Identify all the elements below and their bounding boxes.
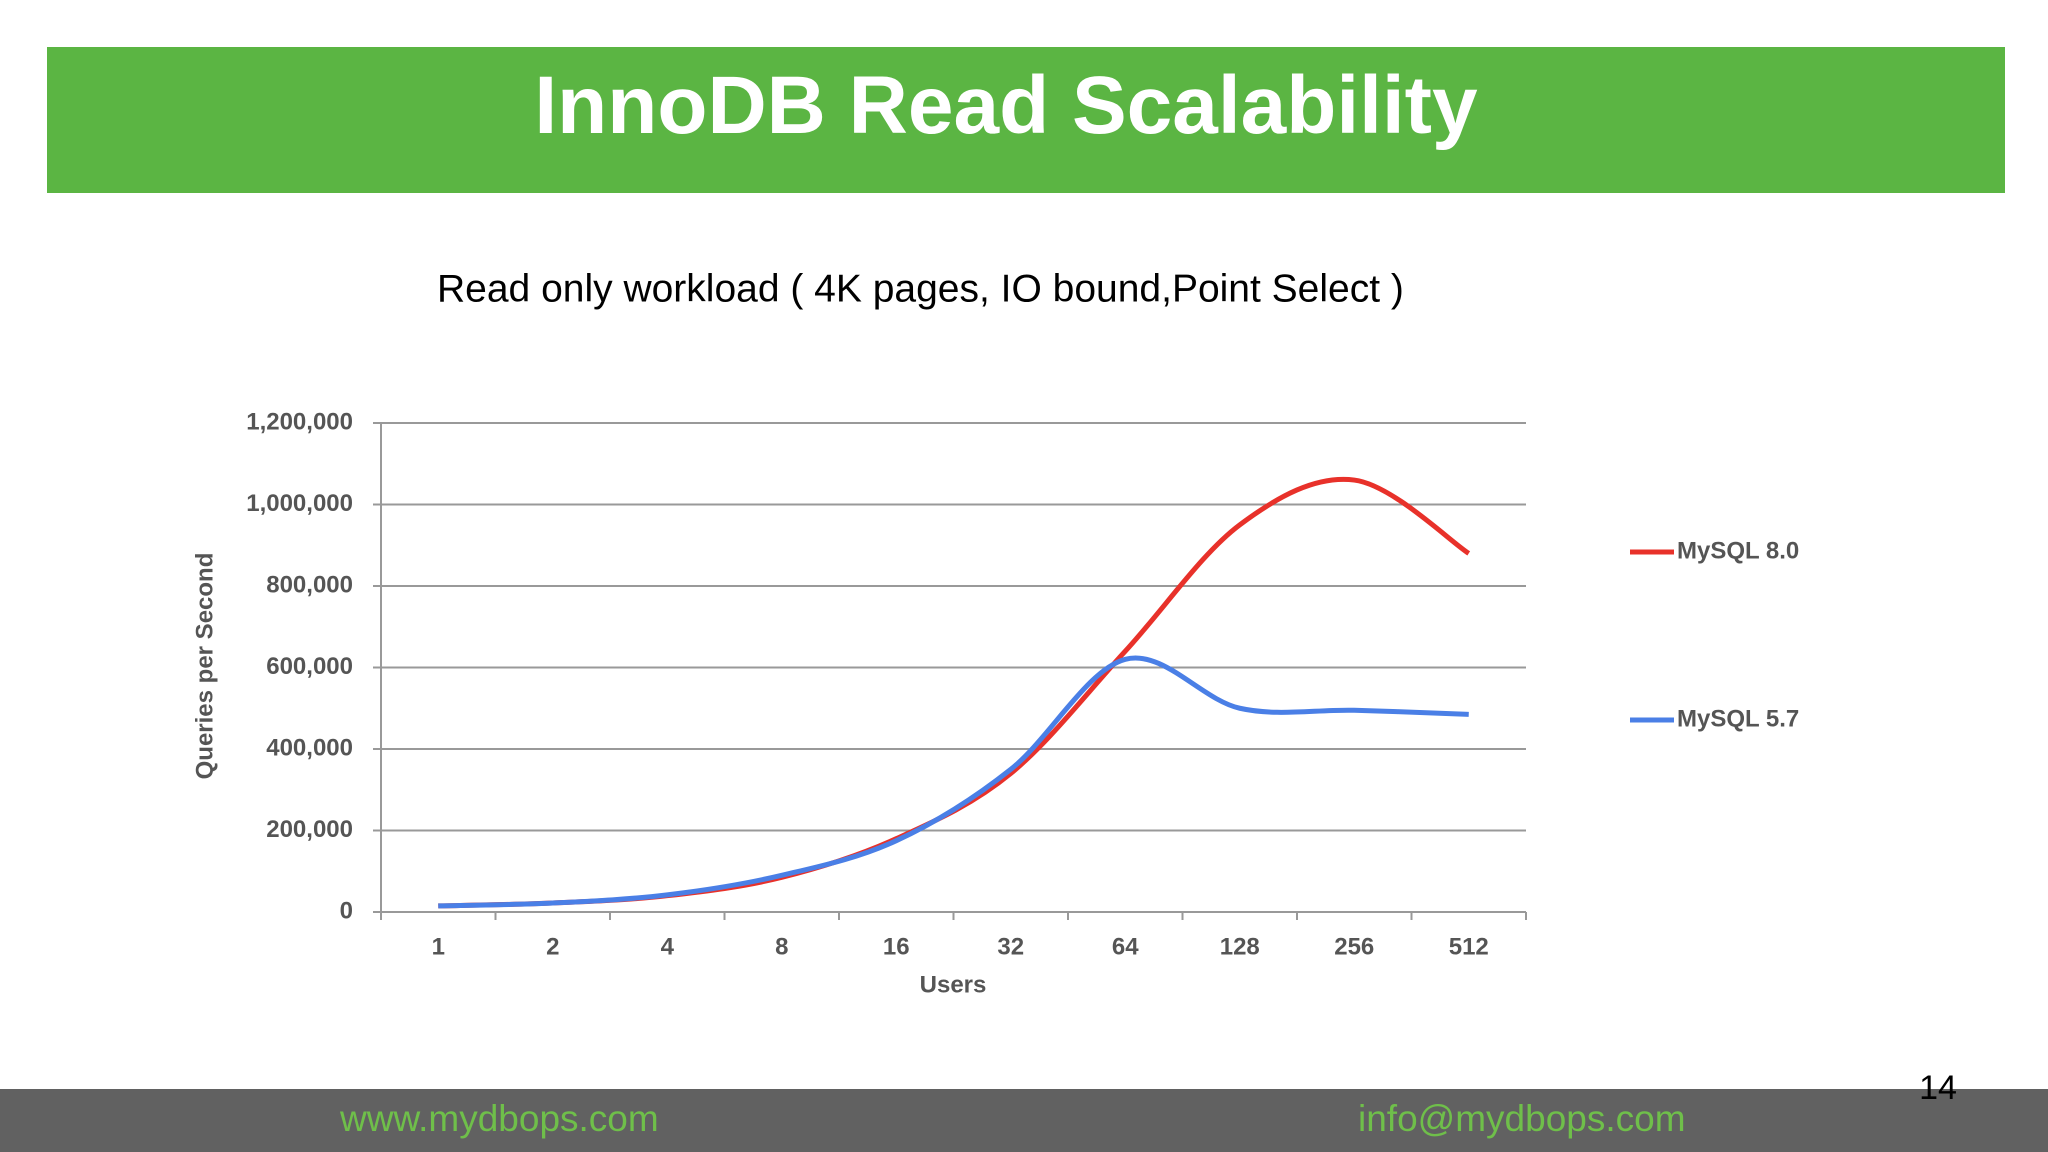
x-tick-label: 512 <box>1449 933 1489 960</box>
y-tick-label: 200,000 <box>266 816 353 843</box>
x-tick-label: 16 <box>883 933 910 960</box>
x-tick-label: 8 <box>775 933 788 960</box>
page-number: 14 <box>1919 1069 1957 1107</box>
series-line <box>438 655 1469 909</box>
x-tick-label: 32 <box>997 933 1024 960</box>
x-tick-label: 64 <box>1112 933 1139 960</box>
y-axis-title: Queries per Second <box>191 553 218 780</box>
y-tick-label: 1,200,000 <box>246 408 353 435</box>
x-tick-label: 4 <box>661 933 675 960</box>
x-tick-label: 1 <box>432 933 445 960</box>
series-line <box>438 476 1471 909</box>
subtitle: Read only workload ( 4K pages, IO bound,… <box>437 267 1404 310</box>
footer-email: info@mydbops.com <box>1358 1098 1686 1139</box>
x-axis-title: Users <box>920 971 987 998</box>
x-tick-label: 2 <box>546 933 559 960</box>
x-tick-label: 128 <box>1220 933 1260 960</box>
x-tick-label: 256 <box>1334 933 1374 960</box>
footer-website: www.mydbops.com <box>339 1098 659 1139</box>
header-bar <box>47 47 2005 193</box>
legend-label: MySQL 8.0 <box>1677 537 1799 564</box>
legend-label: MySQL 5.7 <box>1677 705 1799 732</box>
y-tick-label: 1,000,000 <box>246 490 353 517</box>
y-tick-label: 400,000 <box>266 734 353 761</box>
y-tick-label: 600,000 <box>266 653 353 680</box>
y-tick-label: 0 <box>340 897 353 924</box>
slide-title: InnoDB Read Scalability <box>534 60 1478 151</box>
footer-bar <box>0 1089 2048 1152</box>
y-tick-label: 800,000 <box>266 571 353 598</box>
